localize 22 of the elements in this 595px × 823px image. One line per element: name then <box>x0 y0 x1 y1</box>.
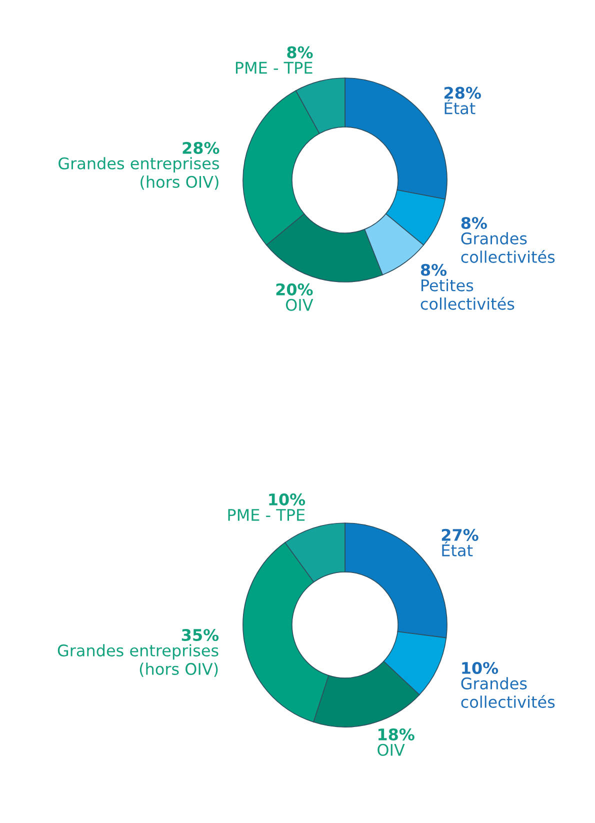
slice-label: PME - TPE <box>228 509 305 521</box>
data-label: 10% <box>462 662 498 674</box>
slice-label: OIV <box>378 744 405 756</box>
slice-label: PME - TPE <box>236 62 312 74</box>
data-label: 28% <box>182 142 220 154</box>
slice-label: Grandes collectivités <box>461 677 555 708</box>
data-label: 28% <box>444 86 481 99</box>
slice-label: OIV <box>286 298 314 311</box>
slice-label: Grandes collectivités <box>461 232 555 263</box>
data-label: 35% <box>182 628 219 642</box>
slice-label: Petites collectivités <box>420 279 514 310</box>
slice-label: Grandes entreprises (hors OIV) <box>58 644 218 677</box>
data-label: 8% <box>287 46 313 58</box>
data-label: 8% <box>461 216 487 230</box>
data-label: 20% <box>276 283 313 296</box>
slice-label: État <box>444 99 476 114</box>
data-label: 18% <box>378 728 414 740</box>
data-label: 8% <box>420 264 447 276</box>
slice-label: État <box>442 541 473 556</box>
data-label: 27% <box>442 528 478 541</box>
slice-label: Grandes entreprises (hors OIV) <box>58 157 219 190</box>
data-label: 10% <box>269 493 306 506</box>
